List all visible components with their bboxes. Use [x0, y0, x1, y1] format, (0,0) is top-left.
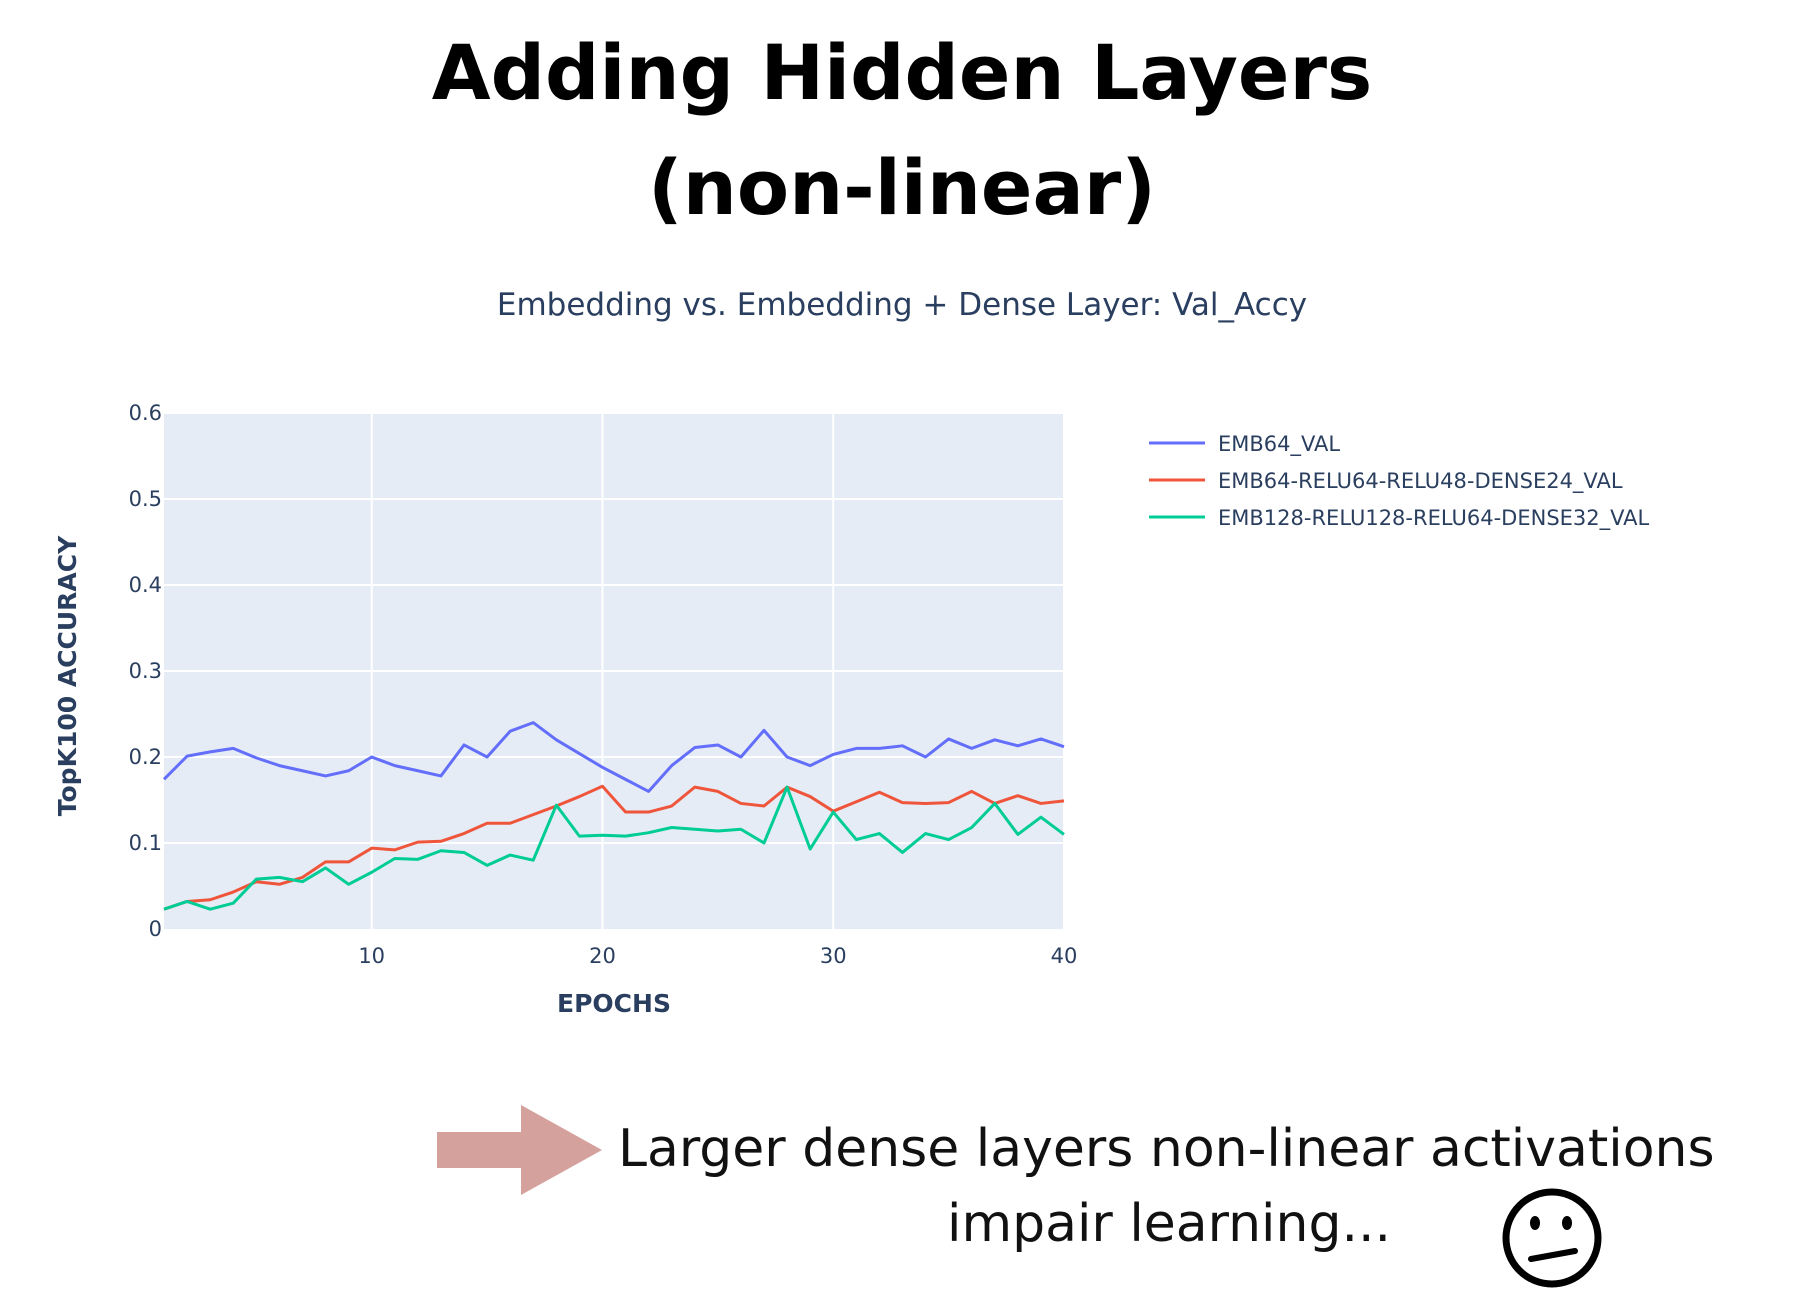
- chart-title: Embedding vs. Embedding + Dense Layer: V…: [496, 287, 1308, 323]
- x-axis-title: EPOCHS: [557, 989, 671, 1018]
- x-axis-ticks: 10 20 30 40: [358, 944, 1077, 968]
- y-tick-label: 0.1: [129, 831, 162, 855]
- confused-face-icon: [1502, 1188, 1602, 1288]
- legend-label: EMB128-RELU128-RELU64-DENSE32_VAL: [1218, 506, 1650, 531]
- line-chart: 0 0.1 0.2 0.3 0.4 0.5 0.6 10 20 30 40 EPOCHS TopK…: [53, 401, 1650, 1018]
- legend: EMB64_VAL EMB64-RELU64-RELU48-DENSE24_VAL…: [1149, 432, 1650, 531]
- legend-label: EMB64_VAL: [1218, 432, 1340, 457]
- legend-item[interactable]: EMB64-RELU64-RELU48-DENSE24_VAL: [1149, 469, 1623, 494]
- series-lines: [162, 721, 1065, 911]
- x-tick-label: 20: [589, 944, 616, 968]
- slide-title-line-1: Adding Hidden Layers: [431, 28, 1373, 117]
- series-line-1: [162, 721, 1065, 793]
- y-tick-label: 0: [149, 917, 162, 941]
- legend-item[interactable]: EMB128-RELU128-RELU64-DENSE32_VAL: [1149, 506, 1650, 531]
- y-tick-label: 0.2: [129, 745, 162, 769]
- note-line-1: Larger dense layers non-linear activatio…: [618, 1119, 1715, 1179]
- right-arrow-icon: [437, 1105, 602, 1195]
- x-tick-label: 10: [358, 944, 385, 968]
- y-tick-label: 0.4: [129, 573, 162, 597]
- note-line-2: impair learning...: [947, 1194, 1392, 1254]
- slide-title-line-2: (non-linear): [648, 143, 1156, 232]
- legend-item[interactable]: EMB64_VAL: [1149, 432, 1340, 457]
- x-tick-label: 30: [820, 944, 847, 968]
- series-line-3: [163, 785, 1065, 911]
- y-tick-label: 0.3: [129, 659, 162, 683]
- x-tick-label: 40: [1051, 944, 1078, 968]
- y-tick-label: 0.6: [129, 401, 162, 425]
- y-tick-label: 0.5: [129, 487, 162, 511]
- series-line-2: [163, 784, 1065, 911]
- legend-label: EMB64-RELU64-RELU48-DENSE24_VAL: [1218, 469, 1623, 494]
- y-axis-title: TopK100 ACCURACY: [53, 535, 82, 816]
- y-axis-ticks: 0 0.1 0.2 0.3 0.4 0.5 0.6: [129, 401, 162, 941]
